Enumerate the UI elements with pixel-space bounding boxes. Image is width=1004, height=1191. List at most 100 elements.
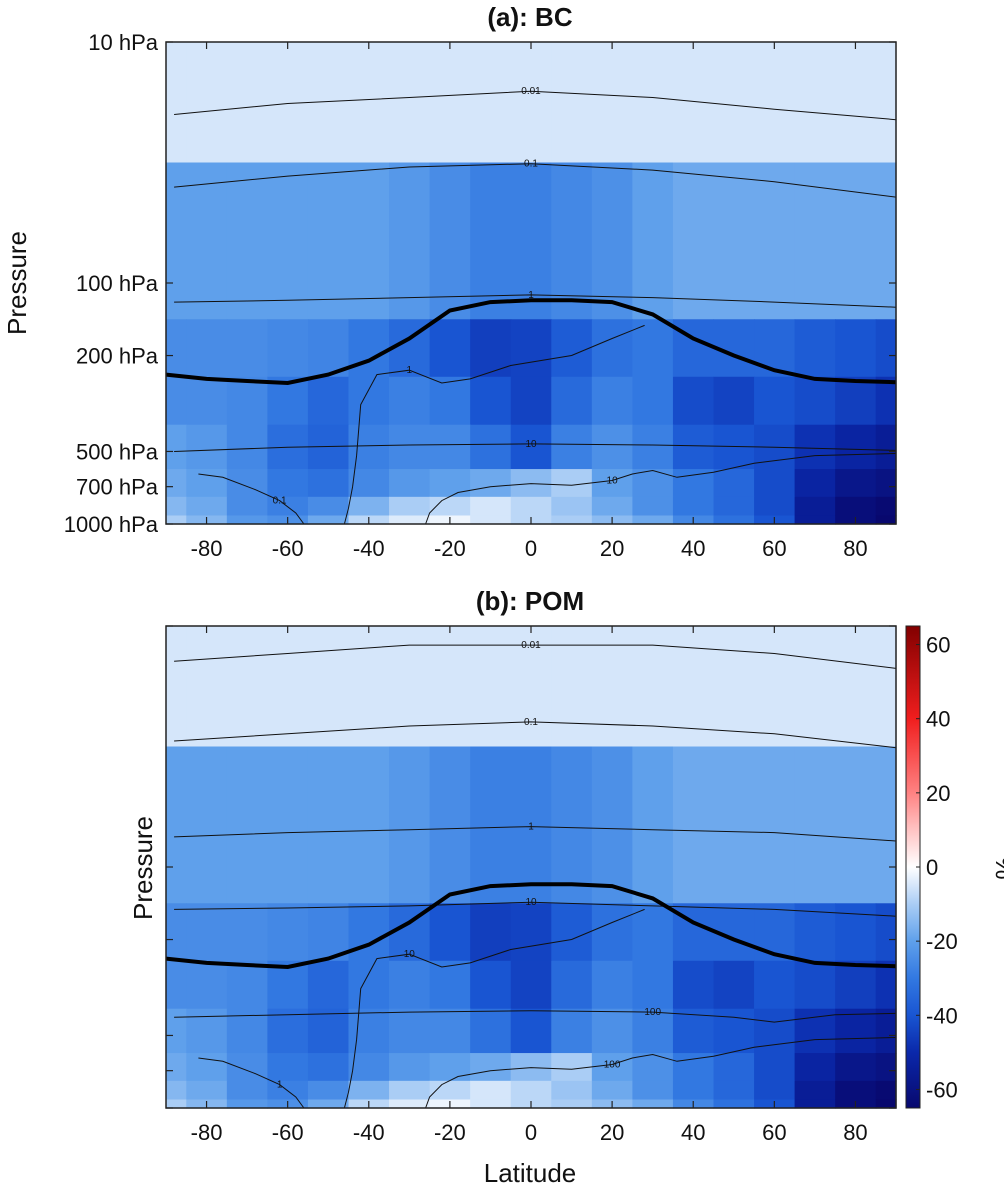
field-cell: [166, 746, 187, 904]
colorbar-tick-label: 60: [926, 633, 950, 658]
field-cell: [672, 376, 715, 426]
x-tick-label: 40: [681, 536, 705, 561]
field-cell: [510, 1080, 552, 1101]
field-cell: [875, 626, 897, 748]
field-cell: [389, 515, 431, 525]
field-cell: [348, 424, 390, 470]
field-cell: [307, 496, 350, 517]
field-cell: [875, 424, 897, 470]
field-cell: [470, 1080, 512, 1101]
panel-b-y-ticks: [166, 625, 896, 1109]
field-cell: [307, 960, 350, 1010]
panel-a-x-ticks: -80 -60 -40 -20 0 20 40 60 80: [191, 42, 868, 561]
field-cell: [470, 1053, 512, 1082]
field-cell: [875, 42, 897, 164]
field-cell: [389, 469, 431, 498]
tropopause-line: [165, 298, 897, 386]
field-cell: [348, 1008, 390, 1054]
field-cell: [166, 626, 187, 748]
field-cell: [875, 515, 897, 525]
contour-label: 10: [607, 476, 619, 487]
field-cell: [551, 162, 593, 320]
field-cell: [551, 42, 593, 164]
field-cell: [875, 960, 897, 1010]
panel-a-title: (a): BC: [487, 2, 572, 32]
colorbar-tick-label: 40: [926, 707, 950, 732]
field-cell: [166, 1008, 187, 1054]
contour-line: [174, 644, 897, 669]
field-cell: [267, 903, 309, 962]
colorbar-tick-label: -40: [926, 1003, 958, 1028]
field-cell: [754, 162, 796, 320]
field-cell: [835, 496, 877, 517]
y-tick-label: 100 hPa: [76, 271, 159, 296]
field-cell: [875, 1080, 897, 1101]
field-cell: [429, 424, 471, 470]
field-cell: [551, 424, 593, 470]
contour-label: 1: [277, 1080, 283, 1091]
field-cell: [267, 319, 309, 378]
field-cell: [510, 746, 552, 904]
field-cell: [875, 1053, 897, 1082]
field-cell: [470, 903, 512, 962]
field-cell: [470, 746, 512, 904]
field-cell: [510, 319, 552, 378]
contour-line: [174, 163, 897, 198]
contour-label: 10: [525, 897, 537, 908]
field-cell: [226, 1099, 268, 1109]
field-cell: [672, 162, 715, 320]
field-cell: [632, 42, 674, 164]
x-tick-label: 60: [762, 1120, 786, 1145]
panel-a-contours: 0.01 0.1 1 10 0.1 1 10: [174, 86, 897, 525]
field-cell: [835, 960, 877, 1010]
field-cell: [551, 1080, 593, 1101]
field-cell: [632, 162, 674, 320]
field-cell: [875, 1008, 897, 1054]
field-cell: [166, 162, 187, 320]
field-cell: [672, 469, 715, 498]
field-cell: [226, 376, 268, 426]
field-cell: [348, 626, 390, 748]
field-cell: [713, 496, 755, 517]
panel-a-y-ticks: 10 hPa 100 hPa 200 hPa 500 hPa 700 hPa 1000 h…: [64, 30, 896, 537]
field-cell: [186, 903, 228, 962]
colorbar-label: %: [990, 856, 1004, 879]
field-cell: [591, 376, 633, 426]
field-cell: [713, 1053, 755, 1082]
field-cell: [348, 42, 390, 164]
field-cell: [754, 1080, 796, 1101]
field-cell: [389, 1099, 431, 1109]
field-cell: [186, 42, 228, 164]
contour-line: [198, 473, 305, 525]
field-cell: [348, 903, 390, 962]
field-cell: [632, 626, 674, 748]
field-cell: [551, 903, 593, 962]
field-cell: [713, 1080, 755, 1101]
panel-b-x-ticks: -80 -60 -40 -20 0 20 40 60 80: [191, 626, 868, 1145]
x-tick-label: 0: [525, 536, 537, 561]
field-cell: [429, 376, 471, 426]
contour-label: 100: [604, 1060, 621, 1071]
field-cell: [551, 515, 593, 525]
field-cell: [713, 42, 755, 164]
field-cell: [226, 626, 268, 748]
field-cell: [510, 162, 552, 320]
contour-label: 0.1: [524, 717, 538, 728]
field-cell: [348, 1080, 390, 1101]
field-cell: [166, 424, 187, 470]
field-cell: [591, 746, 633, 904]
field-cell: [510, 960, 552, 1010]
field-cell: [713, 469, 755, 498]
field-cell: [632, 496, 674, 517]
field-cell: [348, 960, 390, 1010]
field-cell: [754, 496, 796, 517]
field-cell: [307, 515, 350, 525]
field-cell: [226, 319, 268, 378]
field-cell: [672, 496, 715, 517]
field-cell: [551, 376, 593, 426]
field-cell: [591, 496, 633, 517]
field-cell: [267, 1053, 309, 1082]
contour-label: 0.01: [521, 640, 541, 651]
field-cell: [307, 469, 350, 498]
contour-label: 10: [525, 439, 537, 450]
